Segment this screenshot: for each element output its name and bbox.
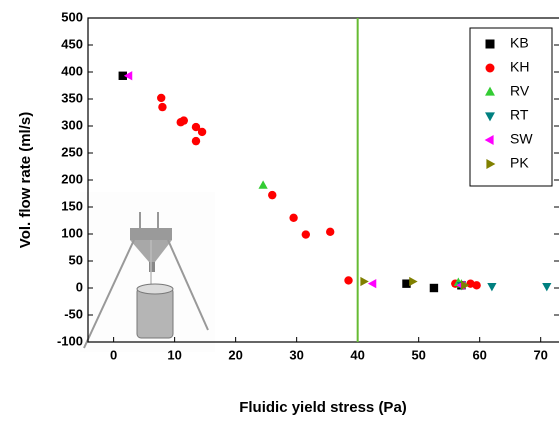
x-tick-label: 70 (533, 347, 547, 362)
point (360, 276, 369, 287)
photo-nozzle (149, 262, 155, 272)
point (123, 71, 133, 81)
legend-box (469, 27, 553, 187)
y-tick-label: 100 (61, 225, 83, 240)
legend-label: RV (510, 83, 530, 99)
point (429, 283, 439, 293)
point (542, 283, 552, 292)
photo-beaker-rim (136, 283, 174, 295)
point (289, 213, 298, 222)
y-tick-label: 200 (61, 171, 83, 186)
y-tick-label: -50 (64, 306, 83, 321)
point (197, 127, 207, 137)
x-tick-label: 20 (228, 347, 242, 362)
photo-beaker (136, 287, 174, 339)
legend-marker (485, 86, 495, 96)
y-tick-label: 450 (61, 36, 83, 51)
point (344, 276, 353, 285)
legend-marker (485, 63, 495, 73)
point (487, 283, 497, 292)
legend-label: RT (510, 107, 529, 123)
legend-label: KH (510, 59, 529, 75)
photo-leg (83, 239, 135, 349)
legend-marker (485, 112, 495, 122)
y-tick-label: 400 (61, 63, 83, 78)
point (326, 227, 335, 237)
point (268, 190, 277, 200)
point (157, 93, 166, 103)
y-tick-label: -100 (57, 333, 83, 348)
legend-marker (484, 135, 494, 145)
legend-label: SW (510, 131, 533, 147)
legend-marker (485, 39, 495, 49)
y-tick-label: 0 (76, 279, 83, 294)
x-axis-label: Fluidic yield stress (Pa) (239, 399, 407, 416)
y-tick-label: 150 (61, 198, 83, 213)
y-tick-label: 350 (61, 90, 83, 105)
x-tick-label: 0 (110, 347, 117, 362)
x-tick-label: 30 (289, 347, 303, 362)
photo-funnel-top (130, 228, 172, 240)
x-tick-label: 60 (472, 347, 486, 362)
point (118, 71, 127, 80)
x-tick-label: 40 (350, 347, 364, 362)
point (158, 102, 167, 112)
point (409, 276, 418, 287)
point (191, 136, 201, 146)
y-tick-label: 50 (69, 252, 83, 267)
point (301, 230, 311, 239)
legend-marker (486, 159, 496, 169)
legend-label: PK (510, 155, 529, 171)
y-axis-label: Vol. flow rate (ml/s) (17, 112, 34, 248)
point (179, 116, 188, 125)
point (367, 279, 377, 289)
y-tick-label: 250 (61, 144, 83, 159)
point (461, 280, 470, 290)
legend-label: KB (510, 35, 529, 51)
point (191, 122, 201, 132)
y-tick-label: 500 (61, 9, 83, 24)
x-tick-label: 10 (167, 347, 181, 362)
inset-photo (80, 192, 215, 352)
y-tick-label: 300 (61, 117, 83, 132)
point (402, 279, 411, 288)
photo-leg (167, 239, 209, 331)
point (472, 281, 481, 290)
point (258, 180, 268, 189)
x-tick-label: 50 (411, 347, 425, 362)
